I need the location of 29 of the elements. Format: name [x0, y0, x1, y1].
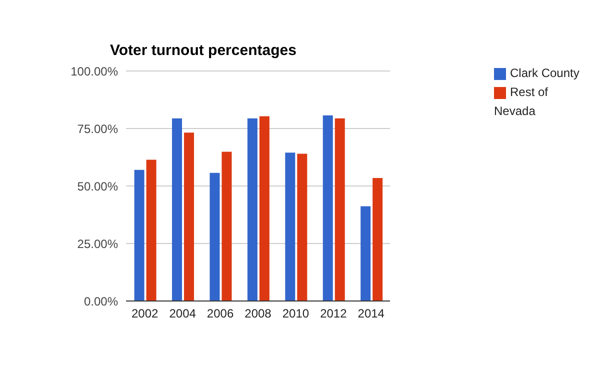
x-tick-label: 2002 [132, 306, 159, 321]
bar [134, 170, 144, 301]
x-tick-label: 2004 [169, 306, 196, 321]
chart-title: Voter turnout percentages [110, 42, 296, 59]
x-tick-label: 2012 [320, 306, 348, 321]
y-tick-label: 0.00% [84, 294, 118, 308]
bar [172, 118, 182, 301]
bar [210, 172, 220, 301]
bar [297, 154, 308, 301]
bar [360, 206, 371, 301]
legend-label: Clark County [510, 66, 580, 80]
legend-label: Rest of Nevada [494, 85, 548, 118]
y-tick-label: 75.00% [77, 122, 118, 136]
bar [334, 118, 345, 301]
bar [222, 152, 232, 301]
y-tick-label: 50.00% [77, 179, 118, 194]
bar [372, 178, 383, 301]
bar [259, 116, 270, 301]
x-tick-label: 2014 [358, 306, 385, 321]
bar [322, 115, 333, 301]
y-tick-label: 25.00% [77, 236, 118, 251]
x-tick-label: 2010 [282, 306, 310, 321]
y-tick-label: 100.00% [70, 64, 118, 78]
x-tick-label: 2006 [206, 306, 234, 321]
bar [285, 152, 296, 301]
bar [146, 160, 156, 301]
bar [184, 132, 194, 301]
x-tick-label: 2008 [244, 306, 272, 321]
bar [247, 118, 258, 301]
